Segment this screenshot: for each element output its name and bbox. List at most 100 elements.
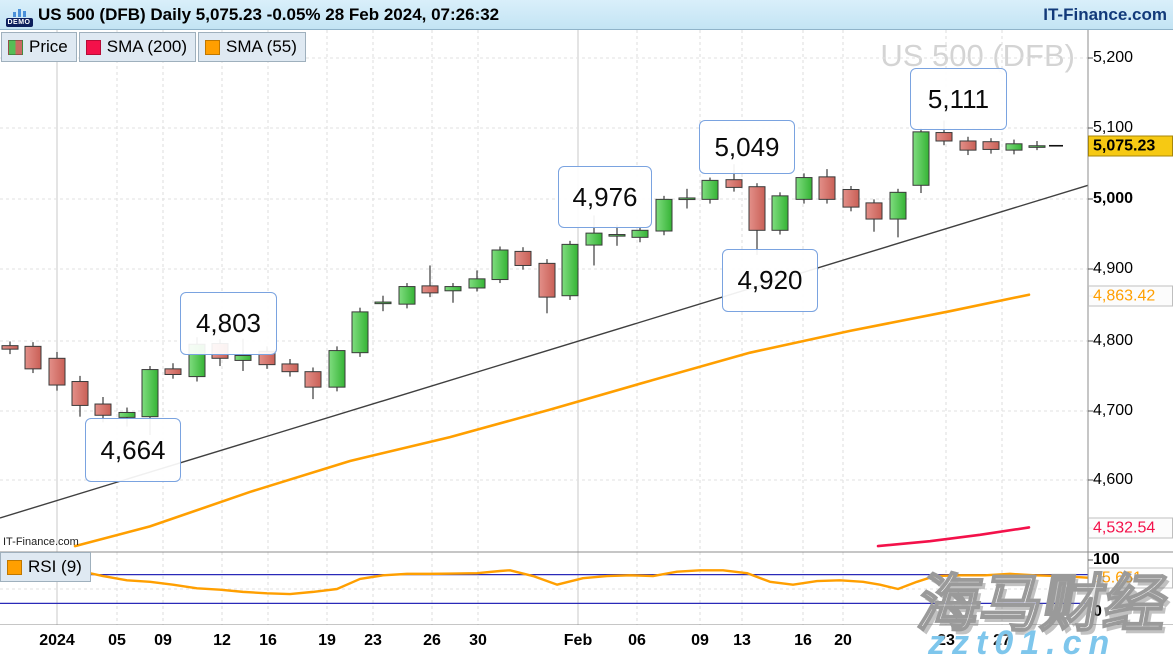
time-axis-label: 05 <box>108 632 126 649</box>
rsi-line <box>78 569 1090 596</box>
legend-rsi-chip[interactable]: RSI (9) <box>0 552 91 582</box>
sma55-line <box>73 293 1031 548</box>
candle-up <box>374 295 392 312</box>
demo-badge: DEMO <box>5 17 33 27</box>
sma200-value-tag: 4,532.54 <box>1088 517 1173 539</box>
candle-down <box>71 375 89 417</box>
time-axis-label: 19 <box>318 632 336 649</box>
time-axis-label: 26 <box>423 632 441 649</box>
last-price-tag: 5,075.23 <box>1088 135 1173 157</box>
candle-up <box>678 188 696 209</box>
candle-down <box>281 359 299 377</box>
price-axis-label: 4,800 <box>1093 332 1134 349</box>
candle-up <box>608 224 626 246</box>
legend-rsi-label: RSI (9) <box>28 557 82 576</box>
rsi-axis-label: 0 <box>1093 603 1102 620</box>
time-axis-label: 27 <box>993 632 1011 649</box>
candle-up <box>444 283 462 303</box>
candle-up <box>631 226 649 243</box>
time-axis-label: 06 <box>628 632 646 649</box>
candle-up <box>491 246 509 284</box>
rsi-axis-label: 100 <box>1093 551 1120 568</box>
legend-sma55-label: SMA (55) <box>226 37 297 56</box>
price-callout: 5,111 <box>910 68 1007 130</box>
legend-sma55-chip[interactable]: SMA (55) <box>198 32 306 62</box>
title-bar: DEMO US 500 (DFB) Daily 5,075.23 -0.05% … <box>0 0 1173 30</box>
trend-line <box>0 184 1089 519</box>
site-watermark: IT-Finance.com <box>3 536 79 548</box>
sma55-value-tag: 4,863.42 <box>1088 285 1173 307</box>
time-axis-label: 23 <box>937 632 955 649</box>
demo-account-icon: DEMO <box>5 3 33 27</box>
time-axis-label: 09 <box>154 632 172 649</box>
candle-up <box>889 188 907 238</box>
time-axis-label: 12 <box>213 632 231 649</box>
symbol-watermark: US 500 (DFB) <box>880 38 1075 73</box>
candle-up <box>655 195 673 236</box>
sma200-swatch-icon <box>85 39 101 55</box>
time-axis-label: 30 <box>469 632 487 649</box>
rsi-value-tag: 65.651 <box>1088 567 1173 589</box>
candle-up <box>771 192 789 235</box>
price-callout: 4,920 <box>722 249 818 312</box>
candle-up <box>1028 140 1046 151</box>
price-callout: 5,049 <box>699 120 795 174</box>
time-axis-label: 13 <box>733 632 751 649</box>
candle-down <box>1 341 19 355</box>
candle-down <box>514 247 532 270</box>
candle-up <box>701 177 719 204</box>
mini-candles-icon <box>12 8 26 17</box>
main-legend: Price SMA (200) SMA (55) <box>1 32 306 62</box>
candle-down <box>748 183 766 255</box>
price-callout: 4,803 <box>180 292 277 355</box>
candle-down <box>865 199 883 232</box>
sma200-line <box>876 526 1031 548</box>
price-axis-label: 4,900 <box>1093 260 1134 277</box>
candle-up <box>912 128 930 194</box>
legend-price-chip[interactable]: Price <box>1 32 77 62</box>
time-axis-label: 16 <box>794 632 812 649</box>
candle-down <box>818 169 836 204</box>
sma55-swatch-icon <box>205 39 221 55</box>
price-axis-label: 4,700 <box>1093 402 1134 419</box>
chart-title: US 500 (DFB) Daily 5,075.23 -0.05% 28 Fe… <box>38 4 500 24</box>
legend-sma200-chip[interactable]: SMA (200) <box>78 32 197 62</box>
price-callout: 4,664 <box>85 418 181 482</box>
legend-sma200-label: SMA (200) <box>106 37 188 56</box>
time-axis-label: 16 <box>259 632 277 649</box>
candle-down <box>164 363 182 379</box>
candle-up <box>398 283 416 309</box>
time-axis-label: 09 <box>691 632 709 649</box>
candle-down <box>959 136 977 156</box>
candle-down <box>538 259 556 314</box>
candle-down <box>304 367 322 400</box>
time-axis-label: 23 <box>364 632 382 649</box>
price-axis-label: 5,100 <box>1093 119 1134 136</box>
rsi-swatch-icon <box>7 559 22 575</box>
price-callout: 4,976 <box>558 166 652 228</box>
brand-link[interactable]: IT-Finance.com <box>1043 4 1167 24</box>
time-axis-label: 20 <box>834 632 852 649</box>
candle-up <box>351 307 369 357</box>
candle-down <box>421 265 439 298</box>
price-swatch-icon <box>8 39 23 55</box>
candle-up <box>328 346 346 392</box>
price-axis-label: 4,600 <box>1093 471 1134 488</box>
candle-up <box>468 270 486 292</box>
price-axis-label: 5,200 <box>1093 49 1134 66</box>
candle-up <box>1005 139 1023 155</box>
price-axis-label: 5,000 <box>1093 190 1134 207</box>
time-axis-label: Feb <box>563 632 593 649</box>
candle-up <box>795 173 813 204</box>
rsi-legend: RSI (9) <box>0 552 91 582</box>
candle-down <box>48 351 66 391</box>
legend-price-label: Price <box>29 37 68 56</box>
candle-down <box>24 342 42 374</box>
candle-down <box>982 138 1000 154</box>
candle-down <box>842 186 860 212</box>
time-axis[interactable]: 2024 05 09 12 16 19 23 26 30 Feb 06 09 13 16 20 23 27 <box>0 625 1173 660</box>
time-axis-label: 2024 <box>39 632 75 649</box>
candle-up <box>561 240 579 300</box>
